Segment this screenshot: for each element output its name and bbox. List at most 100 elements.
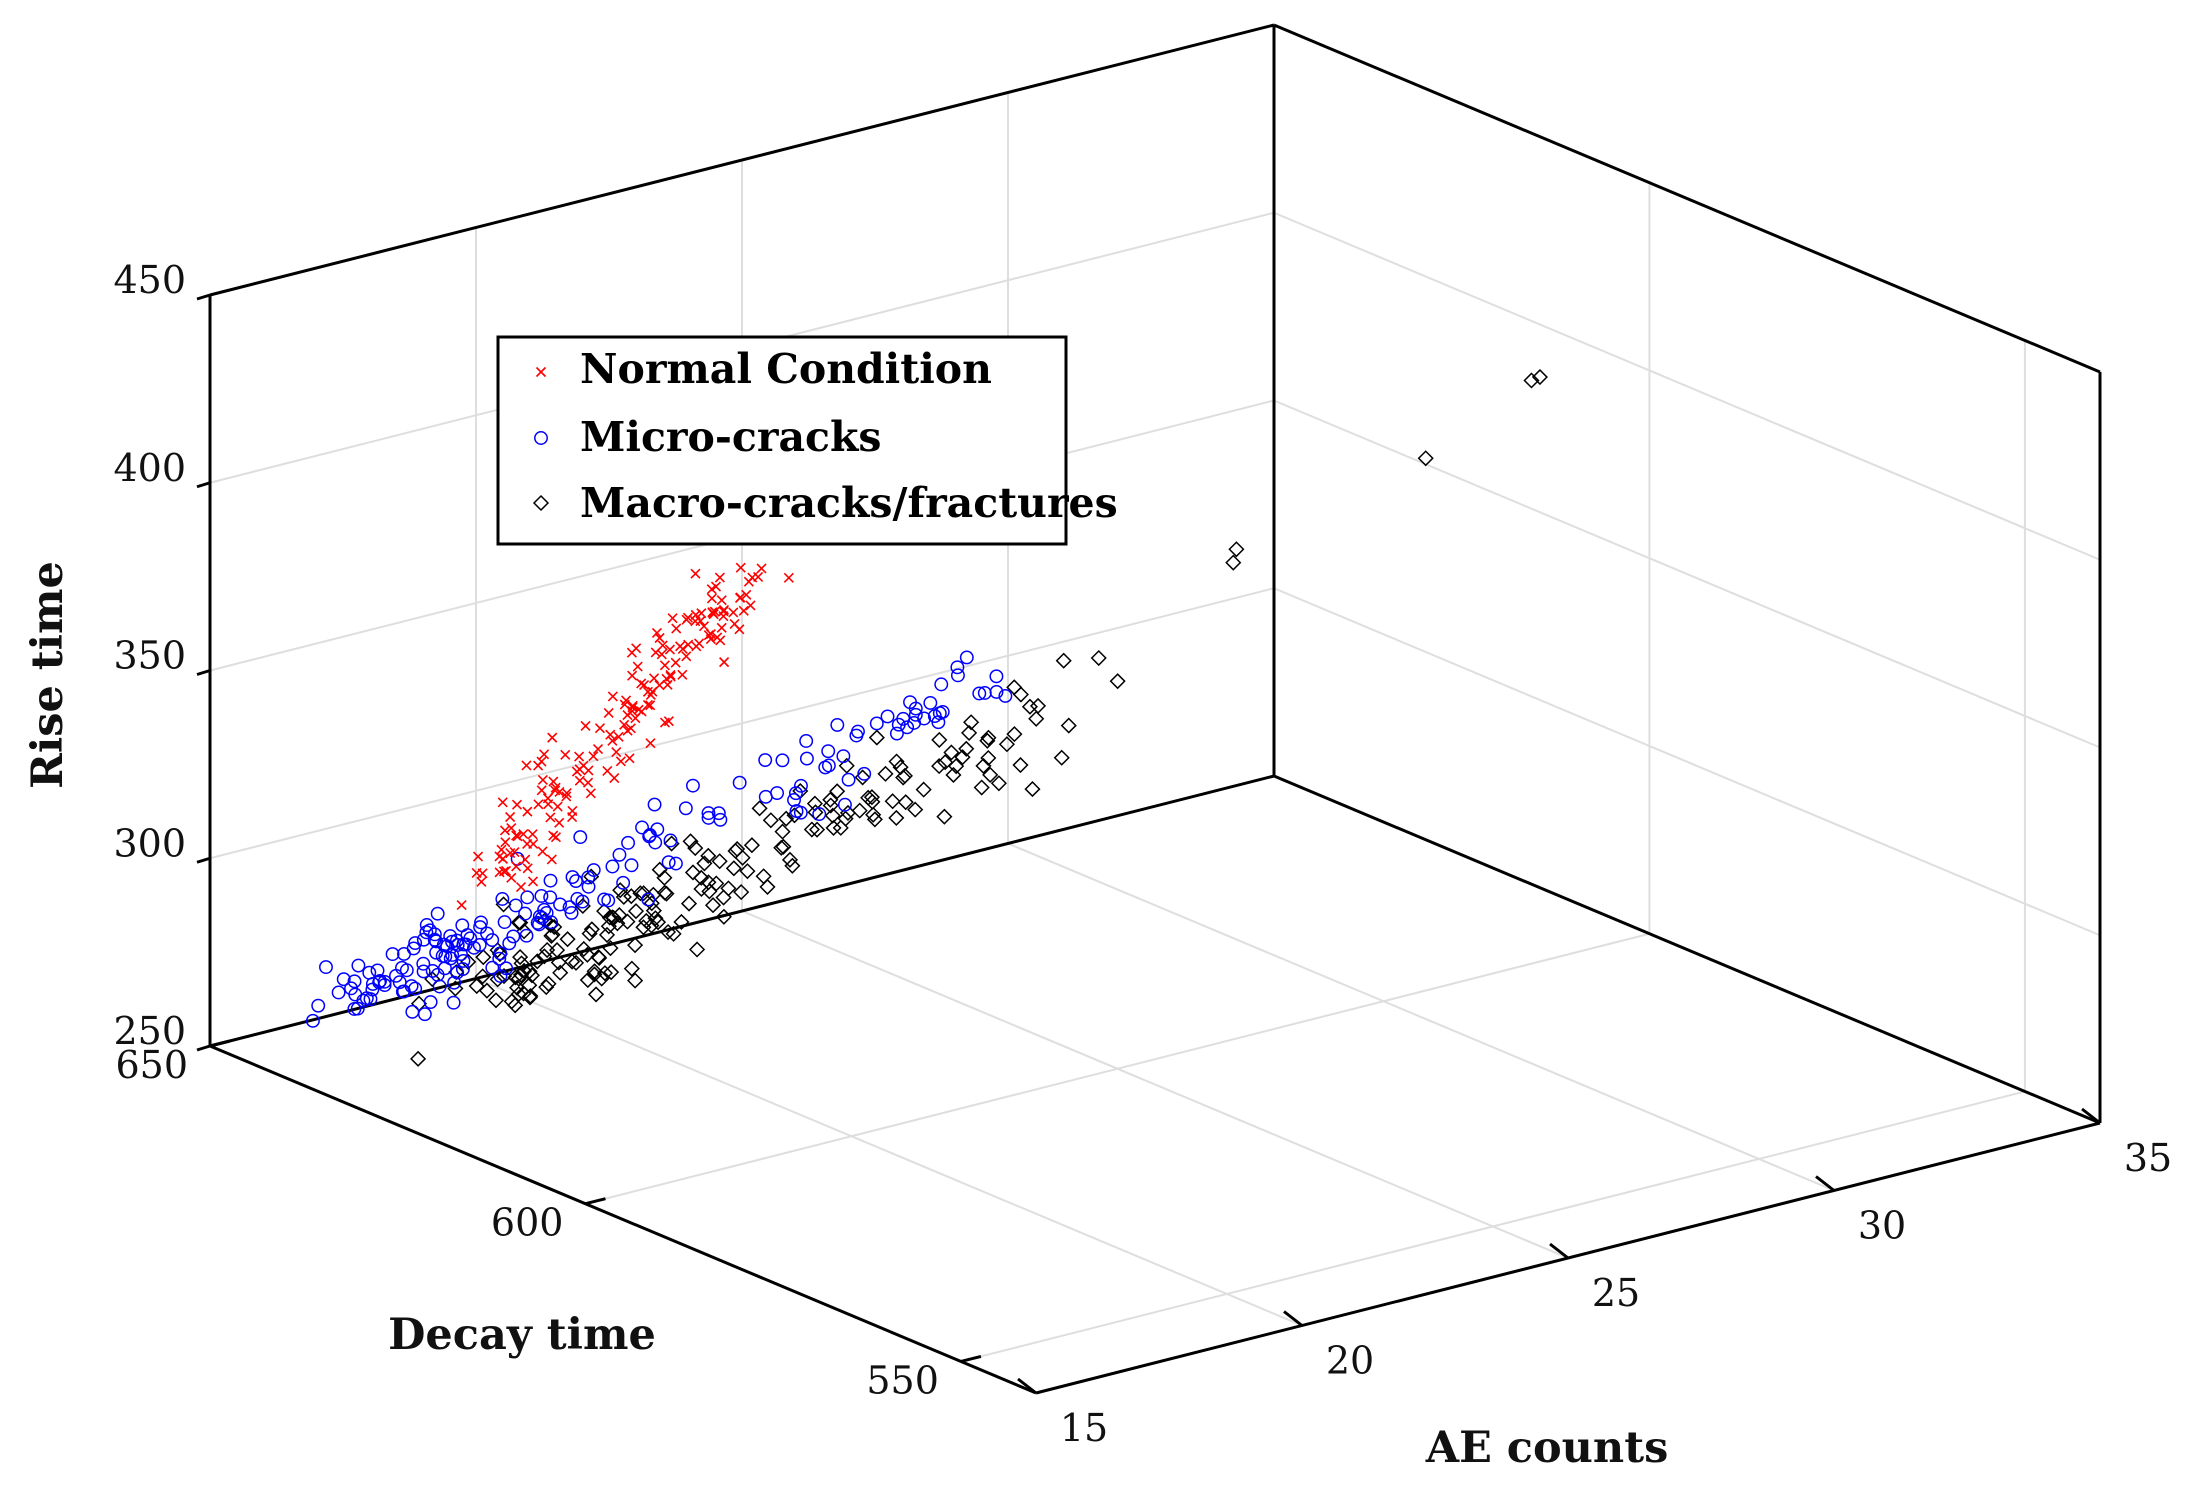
point-macro-cracks-fractures xyxy=(973,779,990,796)
point-micro-cracks xyxy=(397,947,411,961)
axes-frame xyxy=(196,23,2102,1395)
point-macro-cracks-fractures xyxy=(775,838,792,855)
point-normal-condition xyxy=(734,592,746,603)
point-normal-condition xyxy=(657,640,668,651)
point-normal-condition xyxy=(675,641,686,652)
point-macro-cracks-fractures xyxy=(600,918,617,935)
point-normal-condition xyxy=(690,609,701,620)
point-micro-cracks xyxy=(668,856,683,871)
point-micro-cracks xyxy=(508,898,523,913)
point-normal-condition xyxy=(619,719,630,730)
point-macro-cracks-fractures xyxy=(1055,652,1072,669)
point-micro-cracks xyxy=(432,979,447,994)
point-micro-cracks xyxy=(372,975,387,990)
series-macro-cracks-fractures xyxy=(410,368,1548,1067)
y-axis-line xyxy=(209,1044,1037,1395)
point-micro-cracks xyxy=(950,660,965,675)
point-normal-condition xyxy=(667,613,678,624)
point-normal-condition xyxy=(522,863,533,874)
point-normal-condition xyxy=(527,829,538,840)
point-micro-cracks xyxy=(502,936,517,951)
grid-line-side-z xyxy=(1273,587,2101,937)
point-normal-condition xyxy=(735,562,746,573)
point-normal-condition xyxy=(571,766,582,777)
point-macro-cracks-fractures xyxy=(704,897,722,914)
point-macro-cracks-fractures xyxy=(687,840,704,857)
point-normal-condition xyxy=(496,844,507,855)
point-normal-condition xyxy=(756,563,767,574)
point-macro-cracks-fractures xyxy=(825,819,842,836)
point-normal-condition xyxy=(521,760,532,771)
point-macro-cracks-fractures xyxy=(786,807,803,824)
point-micro-cracks xyxy=(950,668,965,683)
point-normal-condition xyxy=(719,657,730,668)
point-micro-cracks xyxy=(732,775,747,790)
point-normal-condition xyxy=(690,568,701,579)
point-macro-cracks-fractures xyxy=(822,791,839,808)
grid-line-side-z xyxy=(1273,211,2101,561)
point-macro-cracks-fractures xyxy=(581,925,598,942)
point-macro-cracks-fractures xyxy=(936,808,953,825)
point-normal-condition xyxy=(718,604,730,615)
point-micro-cracks xyxy=(492,951,507,966)
point-micro-cracks xyxy=(450,965,465,980)
point-macro-cracks-fractures xyxy=(868,729,885,746)
point-normal-condition xyxy=(703,630,714,641)
y-tick-mark xyxy=(209,1039,231,1048)
point-macro-cracks-fractures xyxy=(715,908,732,925)
point-normal-condition xyxy=(548,830,559,841)
point-micro-cracks xyxy=(416,964,431,979)
point-macro-cracks-fractures xyxy=(1225,554,1242,571)
grid-line-floor-x xyxy=(741,910,1569,1259)
point-macro-cracks-fractures xyxy=(915,781,932,798)
point-macro-cracks-fractures xyxy=(808,821,826,838)
point-normal-condition xyxy=(651,627,663,638)
point-macro-cracks-fractures xyxy=(863,789,880,806)
point-micro-cracks xyxy=(319,960,333,975)
point-macro-cracks-fractures xyxy=(755,868,772,885)
point-normal-condition xyxy=(619,699,630,710)
point-micro-cracks xyxy=(635,820,650,835)
x-tick-mark xyxy=(1283,1310,1303,1327)
point-micro-cracks xyxy=(586,863,601,877)
point-normal-condition xyxy=(627,702,638,713)
point-normal-condition xyxy=(588,751,599,762)
point-macro-cracks-fractures xyxy=(822,797,839,814)
z-tick-mark xyxy=(196,293,211,301)
frame-edge-top-right xyxy=(1273,23,2101,374)
point-normal-condition xyxy=(594,723,606,734)
point-macro-cracks-fractures xyxy=(512,949,529,966)
point-macro-cracks-fractures xyxy=(990,775,1007,792)
point-normal-condition xyxy=(607,735,618,746)
point-normal-condition xyxy=(476,876,487,887)
point-micro-cracks xyxy=(485,960,500,975)
point-micro-cracks xyxy=(788,786,803,801)
point-macro-cracks-fractures xyxy=(579,971,596,989)
point-macro-cracks-fractures xyxy=(839,804,857,821)
point-micro-cracks xyxy=(573,830,588,845)
point-normal-condition xyxy=(698,621,710,632)
series-normal-condition xyxy=(456,562,794,911)
point-normal-condition xyxy=(537,774,548,785)
x-tick-mark xyxy=(1017,1377,1037,1395)
y-tick-label: 550 xyxy=(866,1358,939,1402)
point-micro-cracks xyxy=(837,797,852,812)
point-micro-cracks xyxy=(331,985,346,1000)
point-micro-cracks xyxy=(311,998,326,1013)
point-normal-condition xyxy=(645,700,656,711)
point-macro-cracks-fractures xyxy=(907,801,924,818)
point-micro-cracks xyxy=(841,772,856,787)
point-micro-cracks xyxy=(565,870,580,885)
point-macro-cracks-fractures xyxy=(961,724,978,741)
y-tick-label: 600 xyxy=(491,1201,564,1245)
point-macro-cracks-fractures xyxy=(583,921,600,938)
point-micro-cracks xyxy=(437,961,452,976)
point-normal-condition xyxy=(567,811,578,823)
point-macro-cracks-fractures xyxy=(778,810,795,827)
point-macro-cracks-fractures xyxy=(627,972,644,989)
point-macro-cracks-fractures xyxy=(998,736,1015,753)
point-macro-cracks-fractures xyxy=(803,821,820,838)
point-macro-cracks-fractures xyxy=(937,754,954,771)
point-micro-cracks xyxy=(419,925,434,940)
point-macro-cracks-fractures xyxy=(762,812,779,829)
